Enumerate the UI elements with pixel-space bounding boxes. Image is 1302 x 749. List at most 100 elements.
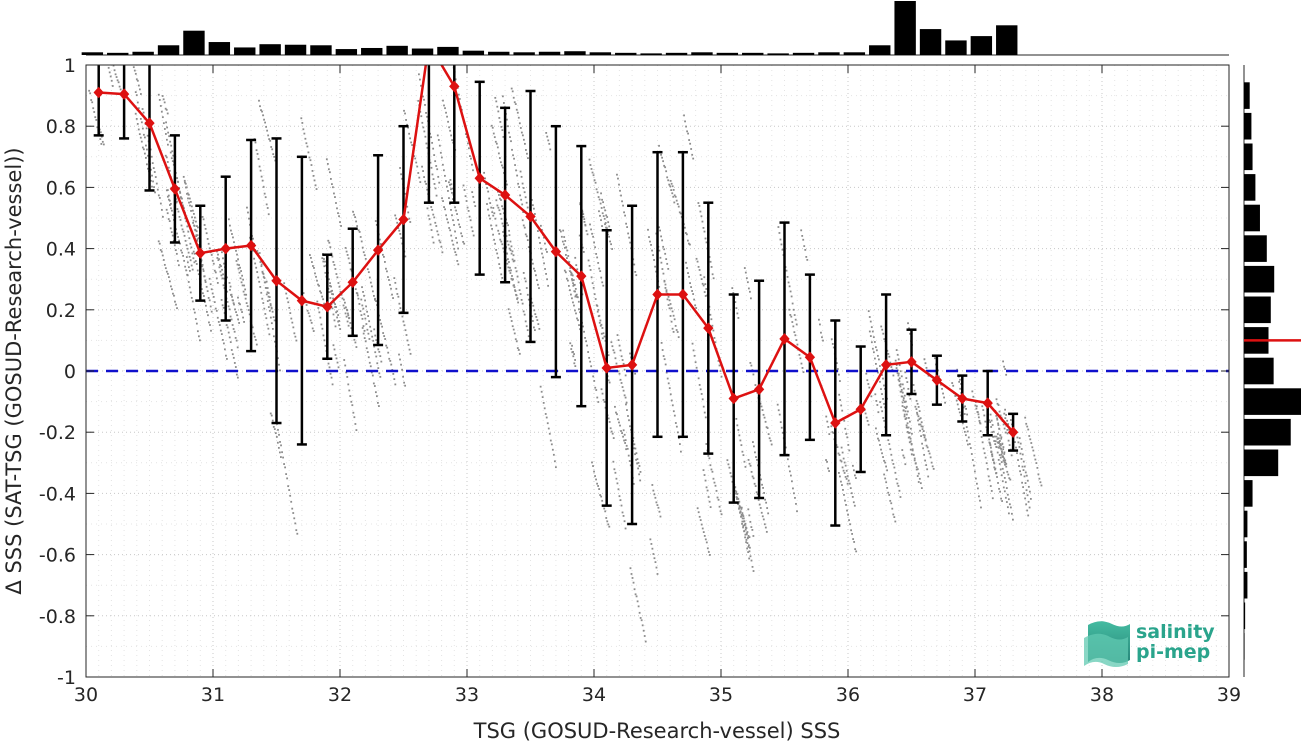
scatter-point [409, 352, 412, 355]
scatter-point [392, 373, 395, 375]
scatter-point [802, 371, 805, 374]
scatter-point [1036, 466, 1039, 469]
scatter-point [747, 508, 750, 511]
scatter-point [919, 429, 921, 432]
scatter-point [618, 372, 621, 375]
scatter-point [309, 254, 311, 256]
scatter-point [264, 196, 267, 199]
scatter-point [497, 110, 500, 113]
top-histogram-bar [234, 47, 256, 55]
scatter-point [881, 393, 883, 395]
scatter-point [883, 402, 885, 405]
scatter-point [621, 359, 624, 361]
right-histogram-bar [1244, 418, 1291, 446]
scatter-point [625, 448, 628, 451]
scatter-point [667, 179, 670, 182]
scatter-point [452, 198, 454, 201]
scatter-point [285, 292, 288, 295]
scatter-point [702, 531, 705, 533]
scatter-point [140, 140, 143, 143]
scatter-point [632, 482, 635, 485]
scatter-point [452, 219, 454, 222]
scatter-point [401, 177, 404, 180]
scatter-point [632, 437, 635, 439]
scatter-point [562, 243, 565, 246]
scatter-point [1025, 503, 1028, 506]
scatter-point [664, 166, 667, 169]
scatter-point [608, 225, 611, 228]
scatter-point [665, 371, 668, 374]
scatter-point [189, 200, 192, 203]
scatter-point [972, 464, 975, 467]
scatter-point [218, 266, 221, 269]
scatter-point [273, 155, 276, 158]
scatter-point [672, 189, 675, 191]
scatter-point [634, 593, 637, 596]
scatter-point [259, 169, 262, 172]
scatter-point [1002, 486, 1005, 489]
scatter-point [163, 101, 166, 104]
mean-marker [652, 288, 663, 301]
scatter-point [654, 265, 657, 268]
scatter-point [569, 289, 571, 292]
mean-marker [550, 245, 562, 258]
scatter-point [400, 173, 403, 176]
scatter-point [588, 264, 591, 267]
scatter-point [665, 290, 668, 293]
scatter-point [170, 207, 172, 210]
scatter-point [294, 335, 297, 338]
scatter-point [239, 303, 241, 306]
scatter-point [232, 302, 235, 305]
scatter-point [91, 101, 94, 104]
scatter-point [468, 147, 470, 150]
scatter-point [435, 194, 438, 197]
scatter-point [541, 396, 544, 398]
scatter-point [444, 208, 446, 211]
scatter-point [151, 185, 153, 188]
scatter-point [828, 433, 831, 436]
scatter-point [1025, 474, 1028, 477]
scatter-point [470, 226, 473, 229]
scatter-point [638, 473, 641, 476]
scatter-point [598, 488, 601, 490]
scatter-point [984, 420, 987, 423]
scatter-point [498, 157, 501, 159]
scatter-point [660, 261, 663, 264]
scatter-point [735, 491, 738, 493]
scatter-point [516, 298, 518, 300]
scatter-point [220, 333, 223, 335]
scatter-point [907, 426, 910, 429]
scatter-point [551, 448, 554, 451]
scatter-point [387, 351, 390, 354]
scatter-point [591, 282, 594, 285]
right-histogram-bar [1244, 265, 1275, 293]
scatter-point [678, 443, 681, 445]
scatter-point [186, 225, 189, 228]
mean-marker [322, 300, 333, 313]
scatter-point [251, 326, 254, 329]
scatter-point [905, 413, 908, 416]
scatter-point [331, 293, 333, 295]
scatter-point [709, 260, 712, 263]
scatter-point [1024, 471, 1027, 474]
scatter-point [401, 368, 403, 371]
scatter-point [189, 291, 192, 294]
scatter-point [610, 341, 613, 344]
scatter-point [277, 428, 279, 431]
scatter-point [395, 217, 398, 220]
scatter-point [911, 448, 914, 451]
scatter-point [547, 427, 550, 430]
scatter-point [293, 332, 296, 335]
scatter-point [875, 427, 877, 430]
scatter-point [839, 475, 841, 478]
scatter-point [492, 214, 495, 217]
scatter-point [346, 254, 349, 256]
scatter-point [897, 358, 900, 361]
scatter-point [925, 444, 928, 447]
scatter-point [923, 436, 926, 439]
scatter-point [866, 420, 869, 422]
scatter-point [998, 440, 1001, 442]
scatter-point [266, 291, 269, 294]
scatter-point [957, 408, 960, 410]
scatter-point [377, 401, 379, 404]
